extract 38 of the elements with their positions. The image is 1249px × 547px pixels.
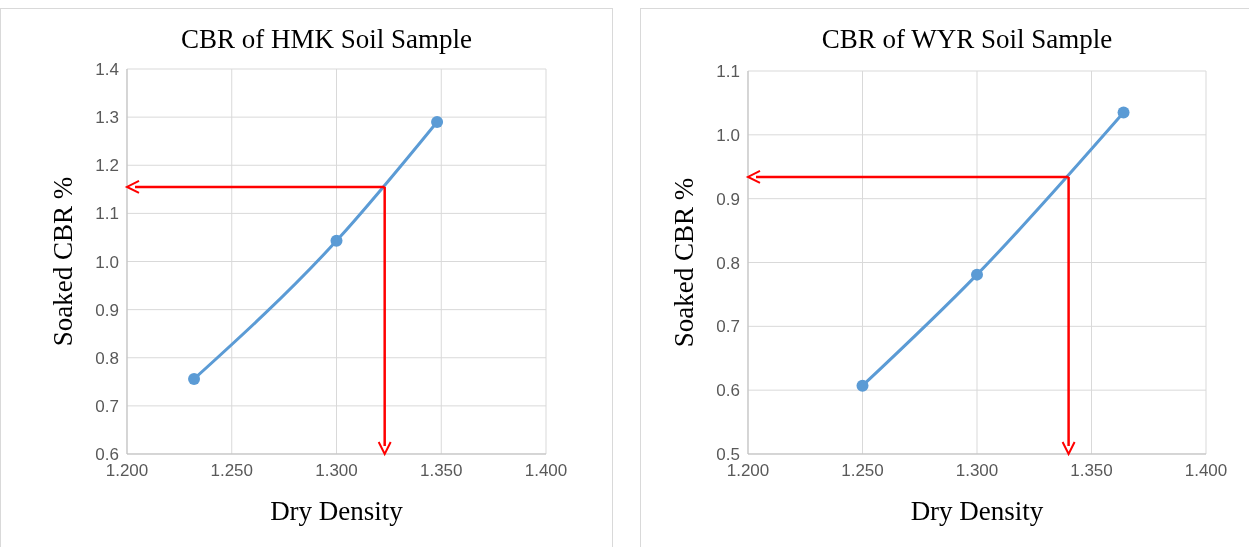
y-tick-label: 0.8 bbox=[95, 348, 119, 368]
x-tick-label: 1.350 bbox=[1070, 461, 1113, 480]
y-tick-label: 0.5 bbox=[716, 445, 740, 464]
point bbox=[330, 234, 343, 247]
y-tick-label: 0.7 bbox=[716, 317, 740, 337]
y-tick-label: 0.8 bbox=[716, 253, 740, 273]
x-tick-label: 1.200 bbox=[726, 461, 770, 480]
x-tick-label: 1.200 bbox=[105, 461, 149, 480]
x-tick-label: 1.300 bbox=[315, 461, 358, 480]
chart-title: CBR of WYR Soil Sample bbox=[821, 24, 1113, 54]
y-axis-title: Soaked CBR % bbox=[48, 176, 78, 347]
point bbox=[971, 268, 983, 281]
point bbox=[1117, 106, 1130, 119]
x-tick-label: 1.300 bbox=[955, 461, 999, 480]
x-tick-label: 1.400 bbox=[524, 461, 568, 480]
y-tick-label: 0.9 bbox=[716, 189, 740, 209]
x-tick-label: 1.400 bbox=[1184, 461, 1228, 480]
x-tick-label: 1.250 bbox=[841, 461, 884, 480]
y-tick-label: 0.7 bbox=[95, 396, 119, 416]
x-axis-title: Dry Density bbox=[910, 496, 1044, 526]
x-tick-label: 1.350 bbox=[419, 461, 463, 480]
y-tick-label: 1.1 bbox=[95, 204, 119, 224]
chart-title: CBR of HMK Soil Sample bbox=[180, 24, 473, 54]
y-tick-label: 1.4 bbox=[95, 60, 119, 79]
y-tick-label: 1.2 bbox=[95, 156, 119, 176]
y-tick-label: 1.1 bbox=[716, 62, 740, 81]
point bbox=[188, 372, 201, 385]
y-tick-label: 1.0 bbox=[95, 252, 119, 272]
y-tick-label: 0.6 bbox=[716, 381, 740, 401]
x-tick-label: 1.250 bbox=[210, 461, 254, 480]
y-tick-label: 0.6 bbox=[95, 445, 119, 464]
y-tick-label: 1.0 bbox=[716, 125, 740, 145]
point bbox=[431, 115, 444, 128]
y-tick-label: 0.9 bbox=[95, 300, 119, 320]
y-tick-label: 1.3 bbox=[95, 108, 119, 128]
point bbox=[856, 379, 869, 392]
x-axis-title: Dry Density bbox=[270, 496, 404, 526]
y-axis-title: Soaked CBR % bbox=[669, 177, 699, 348]
